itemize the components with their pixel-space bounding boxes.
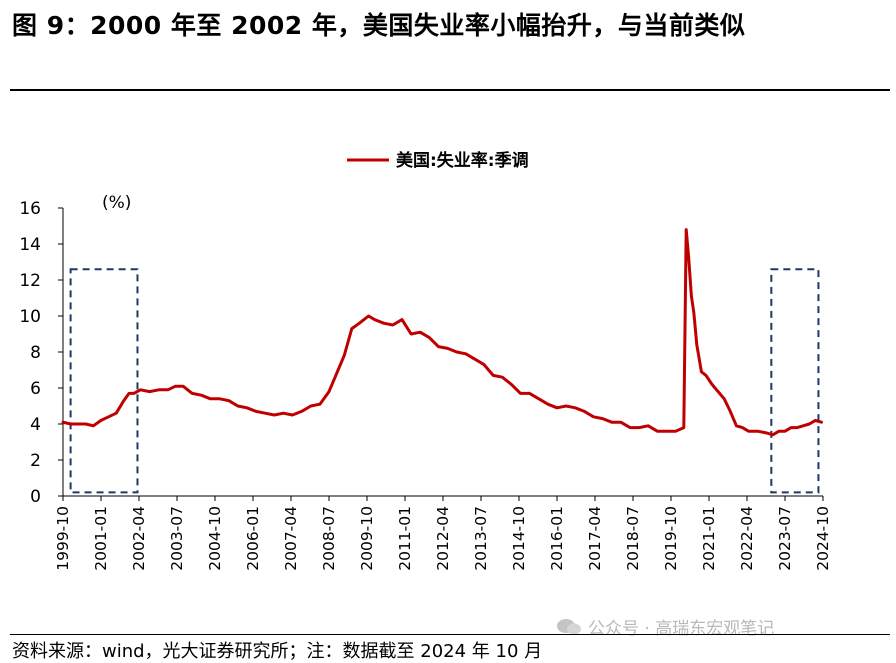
x-tick-label: 2006-01 — [244, 506, 262, 571]
x-tick-label: 2022-04 — [738, 506, 756, 571]
x-tick-label: 2001-01 — [92, 506, 110, 571]
y-tick-label: 10 — [19, 307, 41, 327]
x-tick-label: 2007-04 — [282, 506, 300, 571]
x-tick-label: 2016-01 — [548, 506, 566, 571]
chat-bubble-icon — [557, 618, 581, 634]
x-tick-label: 2024-10 — [814, 506, 832, 571]
y-tick-label: 12 — [19, 271, 41, 291]
x-tick-label: 2018-07 — [624, 506, 642, 571]
x-tick-label: 2013-07 — [472, 506, 490, 571]
highlight-box — [770, 268, 820, 494]
x-tick-label: 2023-07 — [776, 506, 794, 571]
legend-label: 美国:失业率:季调 — [396, 150, 529, 171]
x-tick-label: 2012-04 — [434, 506, 452, 571]
x-tick-label: 2002-04 — [130, 506, 148, 571]
y-tick-label: 14 — [19, 235, 41, 255]
unemployment-chart: 美国:失业率:季调 (%) 0 2 4 6 8 10 12 14 16 1999-10 2001-… — [19, 150, 832, 571]
legend: 美国:失业率:季调 — [347, 150, 529, 171]
footer-divider — [10, 634, 890, 635]
highlight-boxes — [69, 268, 820, 494]
y-ticks: 0 2 4 6 8 10 12 14 16 — [19, 199, 63, 507]
watermark-text: 公众号 · 高瑞东宏观笔记 — [588, 619, 775, 639]
x-tick-label: 2009-10 — [358, 506, 376, 571]
highlight-box — [69, 268, 139, 494]
title-divider — [10, 89, 890, 91]
x-tick-label: 1999-10 — [54, 506, 72, 571]
x-tick-label: 2004-10 — [206, 506, 224, 571]
y-tick-label: 8 — [30, 343, 41, 363]
y-tick-label: 6 — [30, 379, 41, 399]
y-tick-label: 2 — [30, 451, 41, 471]
x-ticks: 1999-10 2001-01 2002-04 2003-07 2004-10 2006-… — [54, 496, 832, 571]
y-tick-label: 16 — [19, 199, 41, 219]
series-line-unemployment-rate — [61, 228, 823, 437]
figure-title: 图 9：2000 年至 2002 年，美国失业率小幅抬升，与当前类似 — [12, 11, 746, 40]
source-note: 资料来源：wind，光大证券研究所；注：数据截至 2024 年 10 月 — [12, 641, 543, 662]
unit-label: (%) — [102, 193, 131, 213]
x-tick-label: 2021-01 — [700, 506, 718, 571]
x-tick-label: 2019-10 — [662, 506, 680, 571]
x-tick-label: 2011-01 — [396, 506, 414, 571]
watermark: 公众号 · 高瑞东宏观笔记 — [556, 614, 774, 639]
y-tick-label: 4 — [30, 415, 41, 435]
x-tick-label: 2003-07 — [168, 506, 186, 571]
y-tick-label: 0 — [30, 487, 41, 507]
x-tick-label: 2008-07 — [320, 506, 338, 571]
x-tick-label: 2014-10 — [510, 506, 528, 571]
x-tick-label: 2017-04 — [586, 506, 604, 571]
